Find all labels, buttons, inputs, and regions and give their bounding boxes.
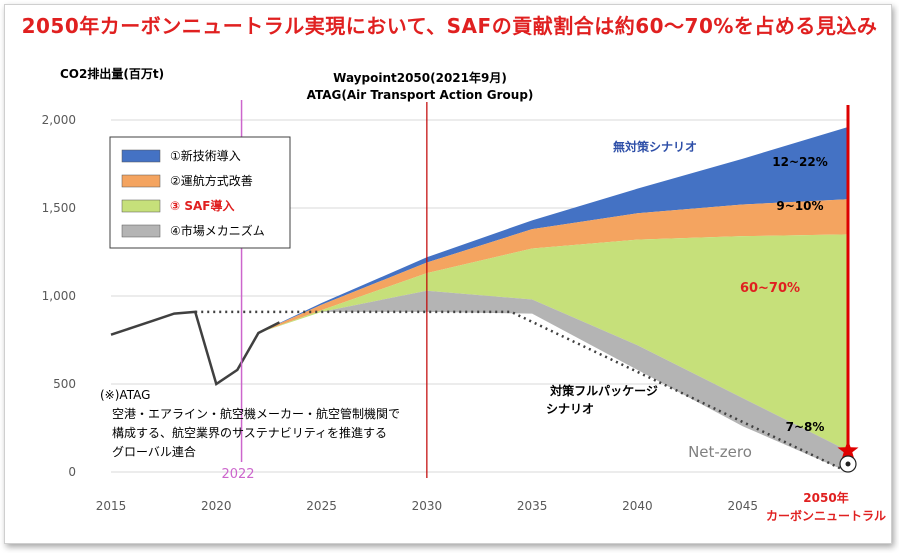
y-tick-label: 0 — [68, 465, 76, 479]
area-saf — [258, 234, 848, 451]
atag-note-1: (※)ATAG — [100, 388, 150, 402]
atag-note-4: グローバル連合 — [112, 444, 196, 459]
legend-item-saf: ③ SAF導入 — [170, 198, 234, 213]
x-tick-label: 2030 — [412, 499, 443, 513]
series-lines — [110, 310, 849, 474]
waypoint-title: Waypoint2050(2021年9月) — [333, 70, 507, 85]
area-operations — [258, 199, 848, 333]
x-tick-label: 2045 — [727, 499, 758, 513]
y-tick-label: 1,500 — [42, 201, 76, 215]
legend-swatch-saf — [121, 199, 161, 213]
year-2022-label: 2022 — [221, 467, 254, 482]
legend-swatch-new-tech — [121, 149, 161, 163]
net-zero-dot-icon — [845, 461, 851, 467]
waypoint-subtitle: ATAG(Air Transport Action Group) — [307, 88, 534, 102]
pct-market: 7~8% — [786, 420, 825, 434]
net-zero-label: Net-zero — [688, 443, 752, 461]
bau-scenario-label: 無対策シナリオ — [613, 139, 697, 154]
target-label-2: カーボンニュートラル — [766, 508, 886, 523]
legend-item-new-tech: ①新技術導入 — [170, 148, 241, 163]
legend-swatch-market — [121, 224, 161, 238]
legend: ①新技術導入 ②運航方式改善 ③ SAF導入 ④市場メカニズム — [109, 136, 291, 249]
target-label-1: 2050年 — [803, 490, 848, 505]
target-markers — [837, 439, 859, 473]
reduction-areas — [258, 127, 848, 472]
full-package-label-1: 対策フルパッケージ — [549, 383, 658, 398]
pct-operations: 9~10% — [776, 199, 823, 213]
x-tick-label: 2025 — [306, 499, 337, 513]
legend-item-operations: ②運航方式改善 — [170, 173, 253, 188]
legend-item-market: ④市場メカニズム — [170, 223, 265, 238]
pct-saf: 60~70% — [740, 281, 800, 296]
y-axis-label: CO2排出量(百万t) — [60, 66, 164, 81]
cap-2019-dotted-line — [195, 310, 849, 474]
axes: 2,000 1,500 1,000 500 0 2015 2020 2025 2030 2035 2… — [42, 113, 758, 513]
atag-note-2: 空港・エアライン・航空機メーカー・航空管制機関で — [112, 406, 400, 421]
target-star-icon — [837, 439, 859, 460]
legend-swatch-operations — [121, 174, 161, 188]
x-tick-label: 2015 — [96, 499, 127, 513]
full-package-label-2: シナリオ — [546, 402, 594, 416]
history-line — [110, 310, 281, 386]
y-tick-label: 2,000 — [42, 113, 76, 127]
pct-new-tech: 12~22% — [772, 155, 827, 169]
x-tick-label: 2020 — [201, 499, 232, 513]
y-tick-label: 1,000 — [42, 289, 76, 303]
area-new-tech — [258, 127, 848, 333]
x-tick-label: 2040 — [622, 499, 653, 513]
x-tick-label: 2035 — [517, 499, 548, 513]
page-title: 2050年カーボンニュートラル実現において、SAFの貢献割合は約60～70%を占… — [21, 14, 878, 38]
atag-note-3: 構成する、航空業界のサステナビリティを推進する — [112, 425, 387, 440]
y-tick-label: 500 — [53, 377, 76, 391]
